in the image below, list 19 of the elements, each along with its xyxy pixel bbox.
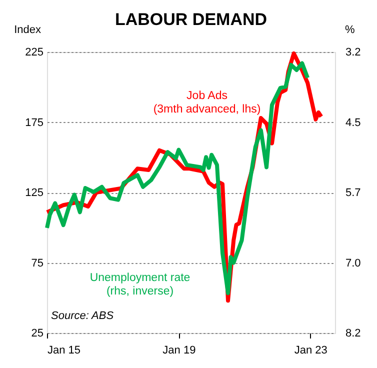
y-tick-label: 75 [31, 257, 44, 270]
y-tick-label: 225 [25, 46, 44, 58]
y2-tick-label: 7.0 [346, 257, 361, 270]
y-tick-label: 25 [31, 328, 44, 340]
y-axis-title: Index [14, 24, 42, 36]
y2-tick-label: 3.2 [346, 46, 361, 58]
y2-tick-label: 8.2 [346, 328, 361, 340]
y2-axis-title: % [345, 24, 355, 36]
x-tick-label: Jan 23 [294, 344, 328, 356]
x-tick-label: Jan 19 [162, 344, 196, 356]
series-label: Job Ads (3mth advanced, lhs) [153, 90, 261, 116]
y-tick-label: 125 [25, 187, 44, 199]
x-tick-label: Jan 15 [48, 344, 81, 356]
annotation: Source: ABS [51, 310, 114, 322]
y2-tick-label: 5.7 [346, 187, 361, 199]
text: Unemployment rate (rhs, inverse) [90, 272, 190, 298]
chart-title: LABOUR DEMAND [114, 10, 268, 29]
y-tick-label: 175 [25, 116, 44, 129]
y2-tick-label: 4.5 [346, 116, 361, 129]
